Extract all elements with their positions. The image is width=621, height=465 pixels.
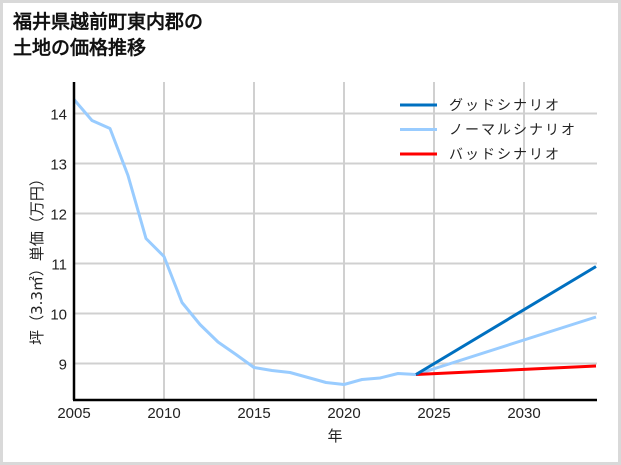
x-tick-label: 2025 [417, 405, 450, 422]
series-line-1 [72, 98, 597, 386]
legend-label: グッドシナリオ [449, 98, 561, 114]
series-lines [72, 98, 597, 386]
y-axis-label: 坪（3.3㎡）単価（万円） [28, 171, 46, 345]
legend-label: ノーマルシナリオ [449, 123, 577, 139]
x-tick-label: 2010 [147, 405, 180, 422]
y-tick-label: 9 [59, 357, 67, 374]
chart-title-line-1: 福井県越前町東内郡の [13, 11, 204, 33]
legend-label: バッドシナリオ [449, 147, 561, 163]
x-tick-label: 2015 [237, 405, 270, 422]
y-tick-label: 10 [50, 307, 67, 324]
y-tick-label: 13 [50, 157, 67, 174]
x-tick-labels: 2005 2010 2015 2020 2025 2030 [57, 405, 540, 422]
series-line-0 [415, 265, 597, 376]
x-tick-label: 2020 [327, 405, 360, 422]
series-line-2 [415, 364, 597, 376]
gridlines [73, 82, 597, 400]
y-tick-label: 12 [50, 207, 67, 224]
y-tick-label: 11 [51, 257, 67, 274]
x-axis-label: 年 [327, 427, 342, 445]
y-tick-labels: 9 10 11 12 13 14 [50, 107, 67, 374]
chart-title-line-2: 土地の価格推移 [13, 37, 147, 59]
y-tick-label: 14 [50, 107, 67, 124]
chart-title: 福井県越前町東内郡の 土地の価格推移 [13, 9, 203, 61]
x-tick-label: 2005 [57, 405, 90, 422]
x-tick-label: 2030 [507, 405, 540, 422]
